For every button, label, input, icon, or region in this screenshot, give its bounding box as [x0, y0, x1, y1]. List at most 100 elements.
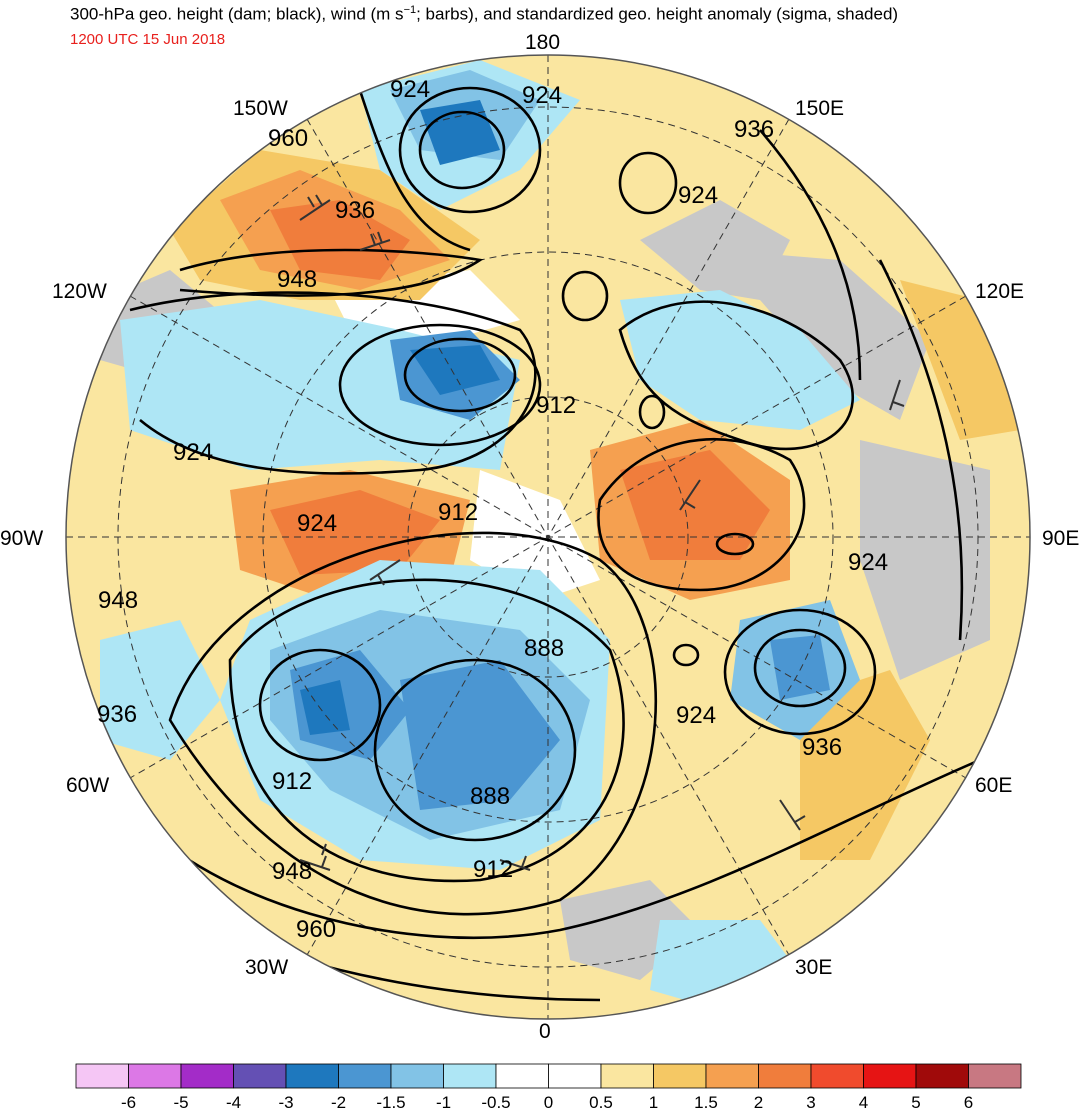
- lon-label-150w: 150W: [233, 97, 288, 120]
- colorbar-box: [180, 1063, 234, 1089]
- colorbar-tick-label: -3: [278, 1093, 294, 1112]
- contour-label: 936: [97, 701, 137, 728]
- contour: [258, 648, 382, 762]
- contour-label: 924: [676, 702, 716, 729]
- contour: [168, 531, 658, 916]
- negative-anomaly-siberia-core: [770, 635, 830, 700]
- contour: [403, 337, 517, 413]
- gray-region: [720, 250, 930, 420]
- lon-label-120w: 120W: [52, 280, 107, 303]
- lon-label-60e: 60E: [975, 774, 1013, 797]
- meridian-120e-60w: [129, 295, 967, 779]
- contour-label: 924: [848, 549, 888, 576]
- lon-label-120e: 120E: [975, 280, 1025, 303]
- colorbar-tick-label: 5: [911, 1093, 921, 1112]
- wind-barb: [369, 559, 401, 586]
- lon-label-150e: 150E: [795, 97, 845, 120]
- contour-label: 936: [734, 116, 774, 143]
- contour: [878, 259, 964, 641]
- wind-barb: [299, 843, 331, 871]
- contour-label: 948: [277, 266, 317, 293]
- negative-anomaly-south: [650, 920, 790, 1010]
- negative-anomaly-ne: [620, 290, 860, 430]
- colorbar-box: [968, 1063, 1022, 1089]
- colorbar-tick-label: -1: [435, 1093, 452, 1112]
- contour-label: 888: [470, 783, 510, 810]
- colorbar-tick-label: -4: [225, 1093, 242, 1112]
- colorbar-tick-label: 1: [648, 1093, 659, 1112]
- contour-label: 936: [802, 734, 842, 761]
- contour-label-group: 924 924 960 936 948 936 924 912 924 924 …: [97, 76, 888, 943]
- contour-label: 960: [296, 916, 336, 943]
- colorbar-box: [758, 1063, 812, 1089]
- colorbar-tick-label: 0.5: [589, 1093, 613, 1112]
- contour-label: 936: [335, 197, 375, 224]
- colorbar-tick-label: 6: [963, 1093, 974, 1112]
- contour: [118, 758, 981, 940]
- negative-anomaly-west-edge: [100, 620, 220, 760]
- colorbar-box: [285, 1063, 339, 1089]
- contour-label: 888: [524, 635, 564, 662]
- colorbar-tick-label: 0: [543, 1093, 554, 1112]
- colorbar-box: [705, 1063, 759, 1089]
- contour: [179, 248, 484, 297]
- contour: [753, 628, 847, 708]
- contour-label: 924: [297, 510, 337, 537]
- contour-label: 912: [536, 392, 576, 419]
- contour: [418, 110, 506, 190]
- latitude-circle: [407, 396, 689, 678]
- positive-anomaly-west-peak: [270, 490, 440, 575]
- colorbar-tick-label: -1.5: [376, 1093, 406, 1112]
- anomaly-shading: [66, 55, 1030, 1019]
- wind-barb: [779, 799, 806, 831]
- contour: [373, 658, 577, 842]
- contour-label: 924: [390, 76, 430, 103]
- wind-barbs: [299, 194, 905, 871]
- wind-barb: [679, 479, 701, 511]
- wind-barb: [889, 379, 905, 411]
- lon-label-90w: 90W: [0, 527, 44, 550]
- contour: [723, 608, 877, 736]
- contour-label: 948: [272, 858, 312, 885]
- valid-time: 1200 UTC 15 Jun 2018: [70, 31, 226, 48]
- contour: [759, 129, 862, 381]
- map-title: 300-hPa geo. height (dam; black), wind (…: [70, 4, 899, 24]
- lon-label-90e: 90E: [1042, 527, 1080, 550]
- positive-anomaly-nw-peak: [270, 200, 410, 280]
- wind-barb: [359, 231, 391, 251]
- colorbar-box: [338, 1063, 392, 1089]
- contour-label: 912: [473, 856, 513, 883]
- positive-anomaly-east-peak: [620, 450, 770, 560]
- map-boundary: [65, 54, 1031, 1020]
- lon-label-30w: 30W: [245, 956, 289, 979]
- lon-label-180: 180: [525, 31, 561, 54]
- contour-label: 924: [173, 439, 213, 466]
- latitude-circle: [262, 251, 834, 823]
- contour: [715, 532, 755, 556]
- graticule: [66, 55, 1030, 1019]
- colorbar-tick-label: -0.5: [481, 1093, 511, 1112]
- colorbar-box: [653, 1063, 707, 1089]
- contour: [129, 291, 537, 475]
- colorbar-box: [233, 1063, 287, 1089]
- colorbar: [75, 1063, 1022, 1089]
- colorbar-box: [915, 1063, 969, 1089]
- colorbar-box: [495, 1063, 549, 1089]
- colorbar-tick-label: 1.5: [694, 1093, 718, 1112]
- colorbar-box: [390, 1063, 444, 1089]
- negative-anomaly-canada-peak: [410, 345, 500, 395]
- contour-label: 912: [272, 768, 312, 795]
- contour: [618, 300, 854, 451]
- latitude-circle: [117, 106, 979, 968]
- colorbar-box: [443, 1063, 497, 1089]
- contour: [338, 323, 542, 447]
- wind-barb: [499, 855, 531, 871]
- contour: [638, 394, 666, 430]
- contour-label: 948: [98, 587, 138, 614]
- contour-label: 924: [522, 82, 562, 109]
- lon-label-0: 0: [539, 1020, 551, 1043]
- colorbar-box: [600, 1063, 654, 1089]
- positive-anomaly-se: [800, 670, 930, 860]
- white-region: [470, 470, 600, 600]
